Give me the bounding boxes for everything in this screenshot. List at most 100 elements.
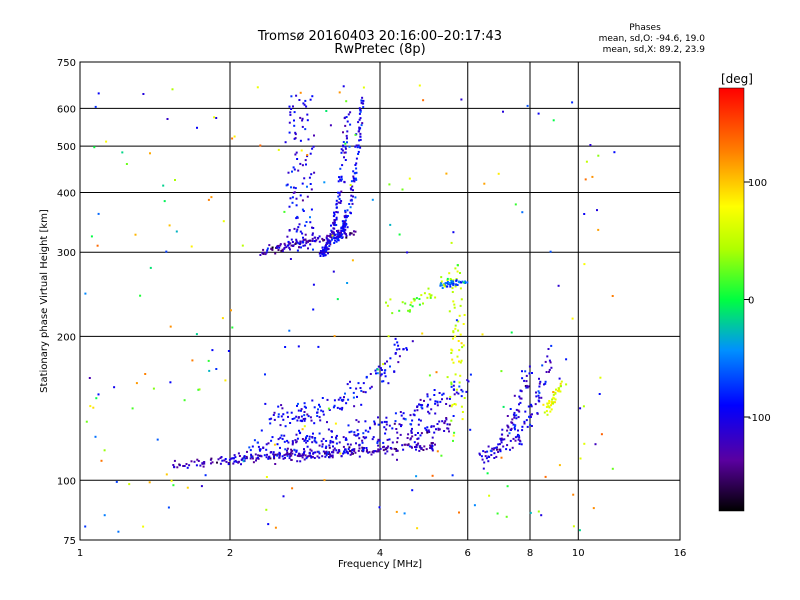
data-point	[365, 447, 368, 449]
data-point	[406, 348, 408, 351]
data-point	[190, 245, 193, 248]
data-point	[382, 446, 384, 449]
data-point	[431, 449, 434, 452]
data-point	[302, 418, 305, 420]
data-point	[117, 530, 120, 533]
data-point	[193, 460, 196, 463]
data-point	[439, 283, 442, 286]
data-point	[311, 226, 313, 229]
data-point	[409, 414, 412, 417]
data-point	[299, 194, 302, 197]
data-point	[330, 436, 333, 439]
data-point	[246, 450, 248, 453]
data-point	[452, 361, 455, 364]
data-point	[293, 119, 295, 122]
data-point	[335, 211, 338, 213]
data-point	[286, 411, 289, 414]
data-point	[411, 305, 414, 308]
data-point	[458, 349, 461, 352]
data-point	[325, 244, 327, 247]
data-point	[334, 233, 337, 236]
data-point	[346, 209, 349, 212]
data-point	[338, 231, 341, 234]
data-point	[429, 447, 432, 449]
data-point	[313, 439, 316, 442]
data-point	[361, 96, 364, 99]
data-point	[541, 364, 544, 367]
data-point	[348, 233, 351, 236]
data-point	[295, 238, 298, 241]
data-point	[259, 254, 262, 256]
data-point	[583, 213, 586, 215]
data-point	[317, 450, 320, 453]
data-point	[305, 457, 308, 460]
data-point	[349, 123, 352, 126]
data-point	[311, 233, 314, 236]
data-point	[405, 347, 408, 350]
data-point	[559, 390, 562, 393]
data-point	[408, 310, 411, 313]
data-point	[349, 387, 352, 389]
data-point	[281, 248, 284, 251]
data-point	[312, 432, 314, 435]
data-point	[335, 199, 338, 202]
data-point	[416, 527, 419, 530]
data-point	[355, 162, 358, 165]
data-point	[340, 229, 343, 232]
data-point	[198, 388, 201, 391]
data-point	[265, 251, 268, 254]
data-point	[323, 239, 326, 241]
data-point	[354, 230, 357, 233]
data-point	[445, 172, 448, 175]
data-point	[313, 422, 316, 425]
data-point	[229, 458, 232, 461]
data-point	[544, 475, 547, 478]
data-point	[354, 133, 357, 136]
data-point	[323, 181, 326, 184]
data-point	[519, 397, 522, 400]
data-point	[348, 446, 351, 449]
data-point	[433, 389, 436, 391]
data-point	[274, 463, 277, 465]
data-point	[538, 400, 541, 403]
data-point	[362, 106, 365, 109]
data-point	[539, 380, 542, 383]
data-point	[374, 450, 377, 453]
data-point	[380, 369, 383, 371]
data-point	[394, 420, 397, 423]
data-point	[396, 437, 399, 440]
data-point	[446, 285, 449, 288]
data-point	[121, 151, 124, 154]
data-point	[357, 420, 360, 423]
data-point	[326, 421, 328, 424]
data-point	[297, 402, 299, 405]
data-point	[249, 457, 252, 460]
data-point	[311, 240, 314, 242]
data-point	[303, 419, 306, 422]
data-point	[549, 361, 552, 364]
data-point	[528, 415, 530, 418]
data-point	[427, 403, 429, 406]
data-point	[372, 450, 375, 453]
data-point	[395, 348, 398, 351]
data-point	[355, 157, 358, 160]
data-point	[506, 434, 509, 437]
data-point	[417, 442, 420, 445]
data-point	[299, 230, 302, 233]
data-point	[290, 411, 293, 414]
x-tick-label: 10	[572, 548, 585, 559]
data-point	[257, 454, 260, 457]
data-point	[344, 209, 347, 212]
data-point	[332, 451, 335, 454]
data-point	[547, 348, 550, 350]
data-point	[429, 444, 432, 447]
data-point	[340, 176, 343, 179]
data-point	[520, 390, 523, 393]
data-point	[332, 221, 335, 224]
data-point	[383, 372, 386, 375]
data-point	[379, 447, 382, 450]
data-point	[196, 458, 199, 461]
data-point	[345, 223, 348, 226]
data-point	[323, 479, 326, 482]
data-point	[347, 398, 350, 401]
